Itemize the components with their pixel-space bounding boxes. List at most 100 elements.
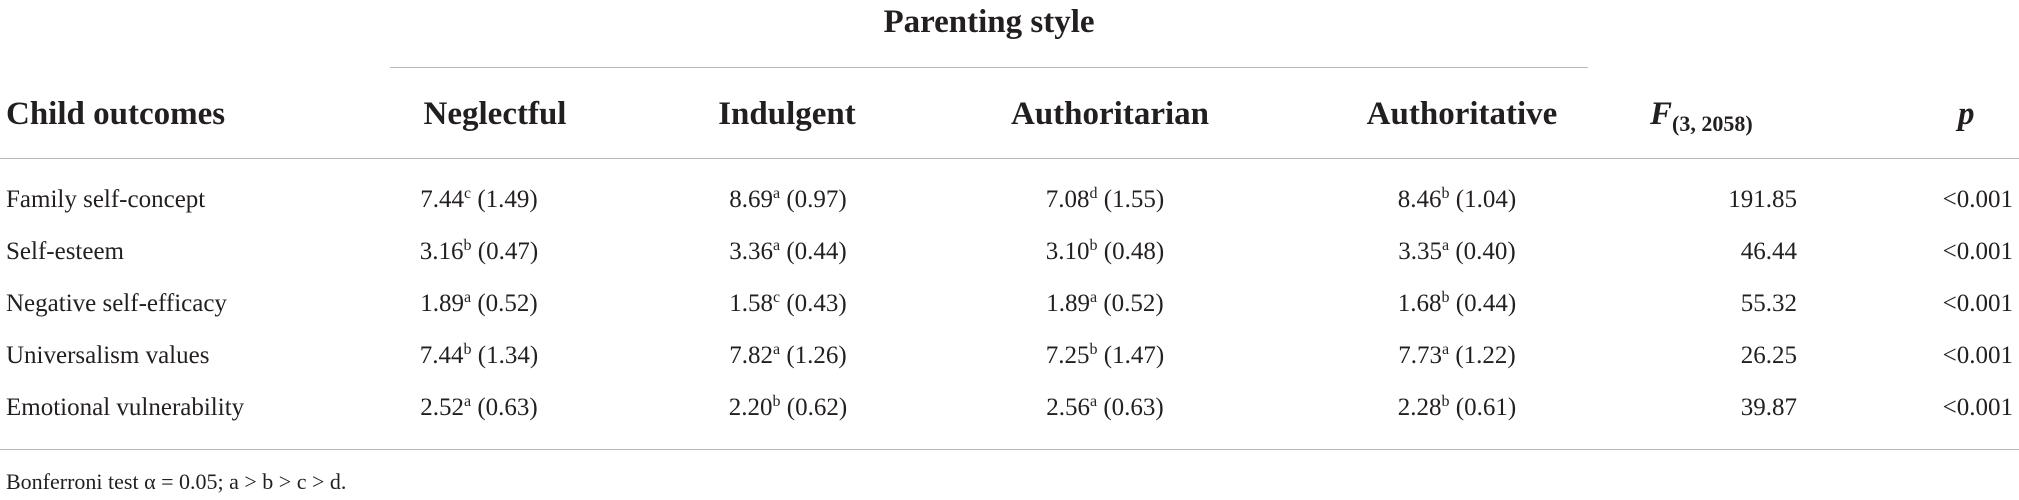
row-label: Emotional vulnerability <box>6 394 245 421</box>
sd-value: (1.04) <box>1455 186 1517 213</box>
sd-value: (1.22) <box>1455 342 1516 369</box>
significance-letter: a <box>463 289 472 306</box>
cell-authoritative: 8.46b (1.04) <box>1398 184 1516 216</box>
cell-neglectful: 2.52a (0.63) <box>420 392 538 424</box>
significance-letter: b <box>1441 289 1450 306</box>
mean-value: 7.44 <box>420 186 464 213</box>
cell-authoritative: 1.68b (0.44) <box>1398 288 1516 320</box>
sd-value: (1.26) <box>786 342 847 369</box>
significance-letter: a <box>1089 393 1098 410</box>
cell-indulgent: 7.82a (1.26) <box>729 340 847 372</box>
cell-indulgent: 8.69a (0.97) <box>729 184 847 216</box>
mean-value: 2.52 <box>420 394 464 421</box>
mean-value: 1.89 <box>1046 290 1090 317</box>
cell-f-value: 191.85 <box>1728 186 1797 213</box>
cell-neglectful: 1.89a (0.52) <box>420 288 538 320</box>
significance-letter: a <box>1441 341 1450 358</box>
bottom-rule <box>0 449 2019 450</box>
sd-value: (0.47) <box>477 238 539 265</box>
sd-value: (0.44) <box>1455 290 1517 317</box>
cell-authoritarian: 1.89a (0.52) <box>1046 288 1164 320</box>
sd-value: (0.63) <box>477 394 538 421</box>
row-label: Self-esteem <box>6 238 125 265</box>
sd-value: (1.47) <box>1103 342 1165 369</box>
mean-value: 3.35 <box>1398 238 1442 265</box>
mean-value: 2.28 <box>1397 394 1442 421</box>
row-label: Universalism values <box>6 342 210 369</box>
row-label: Family self-concept <box>6 186 206 213</box>
sd-value: (0.52) <box>1103 290 1164 317</box>
mean-value: 2.56 <box>1046 394 1090 421</box>
sd-value: (0.43) <box>786 290 847 317</box>
significance-letter: c <box>772 289 781 306</box>
mean-value: 7.08 <box>1045 186 1090 213</box>
mean-value: 3.36 <box>729 238 773 265</box>
mean-value: 1.58 <box>729 290 773 317</box>
column-header-p: p <box>1958 94 1975 134</box>
significance-letter: b <box>463 341 472 358</box>
significance-letter: a <box>1089 289 1098 306</box>
significance-letter: b <box>463 237 472 254</box>
cell-p-value: <0.001 <box>1942 342 2013 369</box>
cell-f-value: 39.87 <box>1740 394 1797 421</box>
cell-indulgent: 2.20b (0.62) <box>729 392 847 424</box>
cell-f-value: 46.44 <box>1740 238 1797 265</box>
mean-value: 1.68 <box>1397 290 1442 317</box>
sd-value: (0.63) <box>1103 394 1164 421</box>
sd-value: (1.49) <box>477 186 538 213</box>
mean-value: 7.82 <box>729 342 773 369</box>
cell-f-value: 55.32 <box>1740 290 1797 317</box>
cell-authoritative: 7.73a (1.22) <box>1398 340 1516 372</box>
cell-p-value: <0.001 <box>1942 394 2013 421</box>
f-statistic-symbol: F <box>1650 96 1673 132</box>
cell-authoritarian: 3.10b (0.48) <box>1046 236 1164 268</box>
significance-letter: b <box>1089 237 1098 254</box>
sd-value: (0.52) <box>477 290 538 317</box>
f-degrees-of-freedom: (3, 2058) <box>1672 111 1753 136</box>
cell-p-value: <0.001 <box>1942 238 2013 265</box>
mean-value: 3.16 <box>419 238 464 265</box>
cell-authoritarian: 2.56a (0.63) <box>1046 392 1164 424</box>
mean-value: 7.73 <box>1398 342 1442 369</box>
cell-authoritarian: 7.08d (1.55) <box>1046 184 1164 216</box>
sd-value: (0.97) <box>786 186 847 213</box>
sd-value: (0.61) <box>1455 394 1517 421</box>
cell-indulgent: 3.36a (0.44) <box>729 236 847 268</box>
significance-letter: d <box>1089 185 1098 202</box>
significance-letter: a <box>772 185 781 202</box>
table-note: Bonferroni test α = 0.05; a > b > c > d. <box>6 469 347 494</box>
significance-letter: b <box>1089 341 1098 358</box>
cell-authoritative: 2.28b (0.61) <box>1398 392 1516 424</box>
column-header-authoritarian: Authoritarian <box>1011 96 1209 132</box>
cell-authoritarian: 7.25b (1.47) <box>1046 340 1164 372</box>
mean-value: 1.89 <box>420 290 464 317</box>
sd-value: (0.44) <box>786 238 847 265</box>
cell-neglectful: 7.44b (1.34) <box>420 340 538 372</box>
cell-authoritative: 3.35a (0.40) <box>1398 236 1516 268</box>
mean-value: 8.46 <box>1397 186 1442 213</box>
cell-indulgent: 1.58c (0.43) <box>729 288 847 320</box>
significance-letter: b <box>1441 393 1450 410</box>
significance-letter: a <box>1441 237 1450 254</box>
cell-f-value: 26.25 <box>1740 342 1797 369</box>
row-label: Negative self-efficacy <box>6 290 227 317</box>
column-header-indulgent: Indulgent <box>718 96 856 132</box>
mean-value: 7.25 <box>1045 342 1090 369</box>
significance-letter: c <box>463 185 472 202</box>
sd-value: (0.62) <box>786 394 848 421</box>
significance-letter: a <box>772 341 781 358</box>
significance-letter: b <box>1441 185 1450 202</box>
column-header-f: F(3, 2058) <box>1650 94 1753 144</box>
group-header: Parenting style <box>883 4 1095 40</box>
cell-neglectful: 7.44c (1.49) <box>420 184 538 216</box>
mean-value: 7.44 <box>419 342 464 369</box>
mean-value: 8.69 <box>729 186 773 213</box>
significance-letter: b <box>772 393 781 410</box>
cell-p-value: <0.001 <box>1942 290 2013 317</box>
column-header-authoritative: Authoritative <box>1366 96 1558 132</box>
sd-value: (0.40) <box>1455 238 1516 265</box>
cell-p-value: <0.001 <box>1942 186 2013 213</box>
significance-letter: a <box>463 393 472 410</box>
header-rule <box>0 158 2019 159</box>
mean-value: 3.10 <box>1045 238 1090 265</box>
